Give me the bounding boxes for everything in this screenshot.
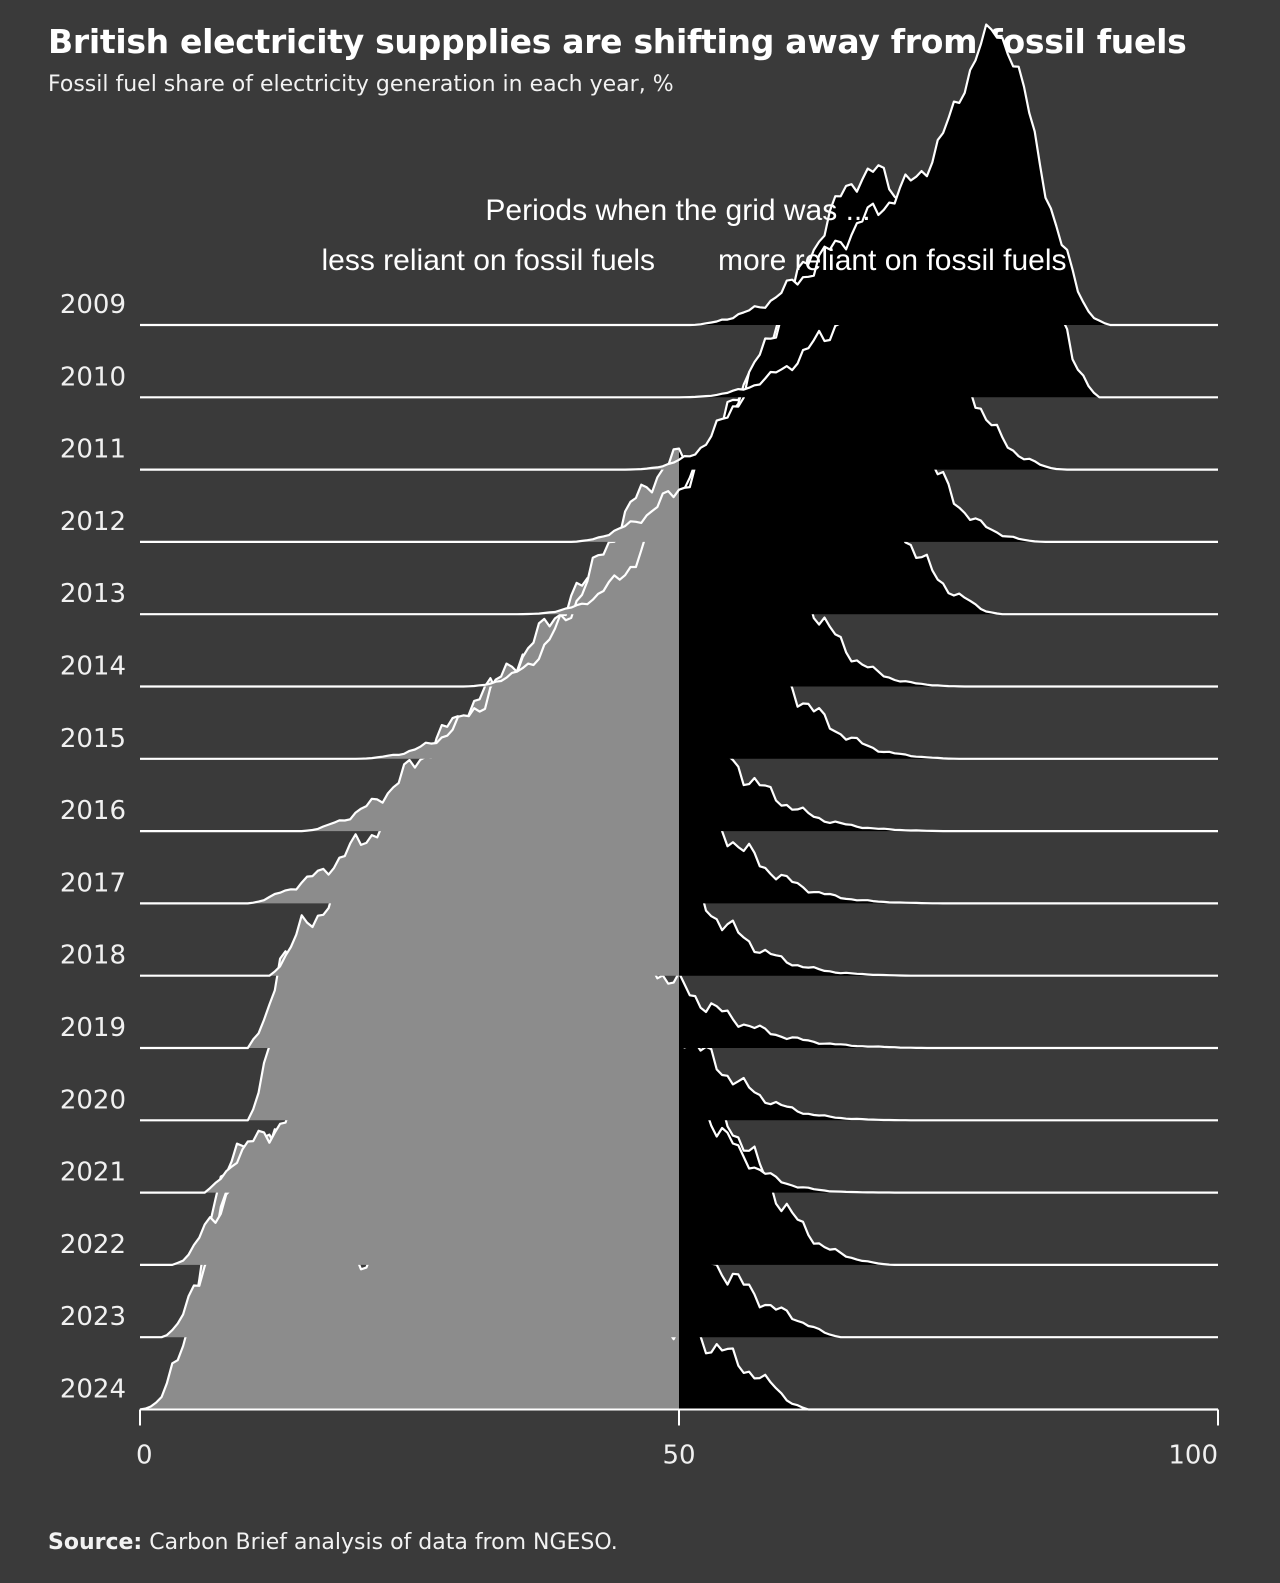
annotation-more-reliant: more reliant on fossil fuels	[718, 244, 1067, 277]
ridge-2009	[140, 23, 1218, 327]
ridge-area-high-2020	[679, 1028, 1218, 1121]
year-label-2016: 2016	[60, 796, 126, 826]
ridge-area-high-2024	[679, 1320, 1218, 1410]
year-label-2011: 2011	[60, 435, 126, 465]
year-label-2022: 2022	[60, 1230, 126, 1260]
x-tick-label-0: 0	[136, 1441, 153, 1471]
ridge-line-2011	[140, 164, 1218, 471]
year-label-2024: 2024	[60, 1375, 126, 1405]
ridge-line-2014	[140, 445, 1218, 688]
annotation-heading: Periods when the grid was ...	[485, 194, 870, 227]
ridge-area-high-2021	[679, 1074, 1218, 1193]
x-tick-label-50: 50	[662, 1441, 695, 1471]
source-label: Source:	[48, 1530, 143, 1555]
ridge-area-low-2014	[140, 448, 679, 687]
x-axis: 0 50 100	[136, 1408, 1219, 1471]
year-label-2021: 2021	[60, 1158, 126, 1188]
year-label-2018: 2018	[60, 941, 126, 971]
ridge-area-high-2019	[679, 972, 1218, 1048]
year-label-2009: 2009	[60, 290, 126, 320]
ridge-area-high-2018	[679, 880, 1218, 976]
year-labels-group: 2009 2010 2011 2012 2013 2014 2015 2016 2017 2018…	[60, 290, 126, 1405]
chart-subtitle: Fossil fuel share of electricity generat…	[48, 72, 674, 97]
year-label-2023: 2023	[60, 1302, 126, 1332]
x-tick-label-100: 100	[1168, 1441, 1218, 1471]
ridge-line-2012	[140, 277, 1218, 543]
year-label-2010: 2010	[60, 362, 126, 392]
ridge-area-high-2016	[679, 703, 1218, 832]
year-label-2015: 2015	[60, 724, 126, 754]
ridge-area-high-2017	[679, 782, 1218, 904]
year-label-2014: 2014	[60, 652, 126, 682]
ridge-area-high-2023	[679, 1239, 1218, 1338]
ridge-2014	[140, 445, 1218, 688]
ridge-area-low-2012	[140, 489, 679, 542]
ridge-area-high-2009	[679, 24, 1218, 325]
year-label-2013: 2013	[60, 579, 126, 609]
year-label-2019: 2019	[60, 1013, 126, 1043]
year-label-2012: 2012	[60, 507, 126, 537]
ridge-area-high-2022	[679, 1102, 1218, 1265]
annotation-less-reliant: less reliant on fossil fuels	[322, 244, 656, 277]
ridge-area-low-2015	[140, 540, 679, 759]
ridge-area-low-2024	[140, 1143, 679, 1410]
year-label-2020: 2020	[60, 1085, 126, 1115]
ridges-group	[139, 23, 1218, 1411]
ridge-area-low-2013	[140, 494, 679, 615]
ridge-area-high-2015	[679, 562, 1218, 759]
source-note: Source: Carbon Brief analysis of data fr…	[48, 1530, 618, 1555]
year-label-2017: 2017	[60, 868, 126, 898]
ridge-area-high-2014	[679, 446, 1218, 687]
ridge-line-2009	[140, 23, 1218, 327]
source-text: Carbon Brief analysis of data from NGESO…	[142, 1530, 618, 1555]
